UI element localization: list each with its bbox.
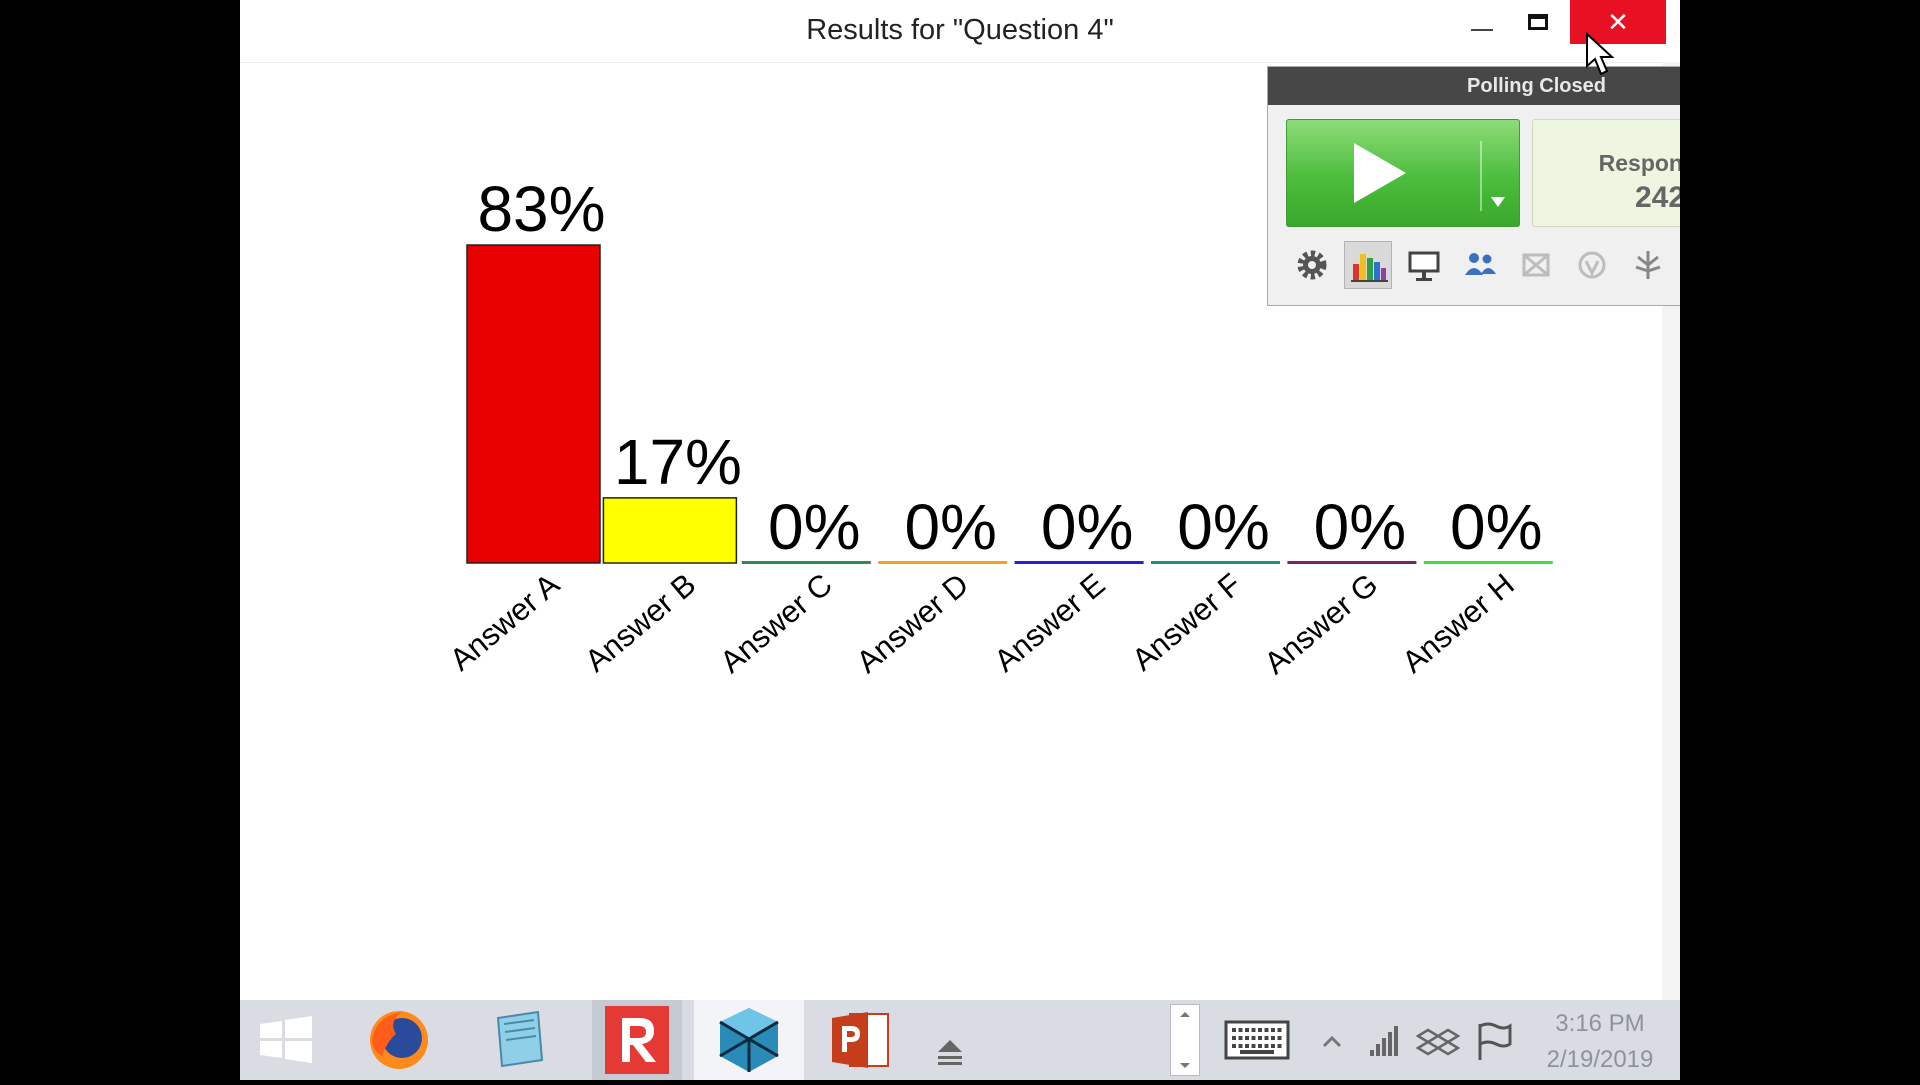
- bar-answer-f: [1151, 561, 1280, 564]
- title-bar[interactable]: Results for "Question 4" ✕: [240, 0, 1680, 63]
- notepad-icon: [496, 1010, 544, 1068]
- maximize-icon: [1528, 14, 1548, 30]
- results-bar-chart: 83%Answer A17%Answer B0%Answer C0%Answer…: [443, 173, 1553, 681]
- firefox-icon: [370, 1011, 428, 1069]
- value-label: 83%: [477, 173, 605, 245]
- powerpoint-button[interactable]: [824, 1000, 900, 1080]
- chevron-up-icon: [1322, 1035, 1342, 1048]
- stack-icon: [938, 1040, 962, 1065]
- mouse-cursor-icon: [1586, 32, 1615, 76]
- present-button[interactable]: [1400, 241, 1448, 289]
- value-label: 0%: [1177, 491, 1270, 563]
- value-label: 0%: [768, 491, 861, 563]
- category-label: Answer E: [987, 567, 1111, 679]
- bar-answer-c: [741, 561, 871, 564]
- bar-answer-g: [1287, 561, 1417, 564]
- gear-icon: [1297, 250, 1327, 280]
- start-button[interactable]: [254, 1000, 318, 1080]
- minimize-icon: [1471, 29, 1493, 31]
- clock-time: 3:16 PM: [1555, 1010, 1645, 1037]
- grid-icon: [1522, 253, 1550, 277]
- window-title: Results for "Question 4": [806, 14, 1114, 46]
- category-label: Answer B: [578, 567, 702, 679]
- dropbox-icon: [1415, 1028, 1461, 1056]
- split-divider: [1480, 141, 1482, 211]
- value-label: 0%: [1450, 491, 1543, 563]
- notepad-button[interactable]: [480, 1000, 558, 1080]
- maximize-button[interactable]: [1510, 0, 1566, 44]
- shield-button: [1568, 241, 1616, 289]
- value-label: 0%: [904, 491, 997, 563]
- bar-answer-b: [602, 497, 738, 564]
- responses-count: 242: [1634, 181, 1680, 214]
- category-label: Answer D: [850, 567, 975, 680]
- windows-start-icon: [260, 1016, 312, 1063]
- hand-icon: [1635, 251, 1661, 279]
- settings-button[interactable]: [1288, 241, 1336, 289]
- dropbox-button[interactable]: [1415, 1000, 1461, 1080]
- category-label: Answer H: [1395, 567, 1520, 680]
- category-label: Answer G: [1258, 567, 1385, 681]
- bar-answer-a: [466, 244, 601, 564]
- value-label: 17%: [614, 426, 742, 498]
- show-hidden-icons-button[interactable]: [1314, 1000, 1350, 1080]
- taskbar: 3:16 PM 2/19/2019: [240, 1000, 1680, 1080]
- tray-overflow-button[interactable]: [920, 1000, 980, 1080]
- clock-date: 2/19/2019: [1546, 1046, 1654, 1073]
- responses-label: Responses: [1598, 150, 1680, 176]
- grid-button: [1512, 241, 1560, 289]
- polling-panel: Polling Closed ✕ Responses 242: [1267, 66, 1680, 306]
- taskbar-scroll[interactable]: [1170, 1004, 1200, 1076]
- projector-icon: [1408, 251, 1440, 281]
- participants-icon: [1465, 253, 1496, 275]
- scroll-arrows-icon: [1180, 1012, 1190, 1068]
- polling-status-title: Polling Closed: [1467, 75, 1606, 97]
- action-center-button[interactable]: [1470, 1000, 1514, 1080]
- start-polling-button[interactable]: [1286, 119, 1520, 227]
- flag-icon: [1478, 1022, 1512, 1060]
- category-label: Answer F: [1125, 567, 1248, 678]
- hand-button[interactable]: [1624, 241, 1672, 289]
- polling-panel-header[interactable]: Polling Closed ✕: [1268, 67, 1680, 105]
- minimize-button[interactable]: [1454, 0, 1510, 44]
- powerpoint-icon: [832, 1012, 889, 1068]
- category-label: Answer A: [443, 566, 566, 677]
- participants-button[interactable]: [1456, 241, 1504, 289]
- virtualbox-button[interactable]: [694, 1000, 804, 1080]
- shield-icon: [1578, 251, 1606, 279]
- virtualbox-icon: [719, 1008, 779, 1072]
- play-icon: [1354, 143, 1406, 203]
- network-button[interactable]: [1364, 1000, 1404, 1080]
- touch-keyboard-button[interactable]: [1220, 1000, 1294, 1080]
- category-label: Answer C: [713, 567, 838, 680]
- reveal-app-button[interactable]: [592, 1000, 682, 1080]
- dropdown-caret-icon[interactable]: [1491, 197, 1505, 207]
- system-clock[interactable]: 3:16 PM 2/19/2019: [1530, 1006, 1670, 1078]
- value-label: 0%: [1041, 491, 1134, 563]
- results-window: Results for "Question 4" ✕ 83% Answer A 17…: [240, 0, 1680, 1000]
- bar-answer-h: [1423, 561, 1553, 564]
- show-chart-button[interactable]: [1344, 241, 1392, 289]
- bar-chart-icon: [1351, 254, 1388, 282]
- firefox-button[interactable]: [360, 1000, 438, 1080]
- signal-icon: [1370, 1026, 1398, 1056]
- value-label: 0%: [1314, 491, 1407, 563]
- keyboard-icon: [1224, 1020, 1290, 1060]
- bar-answer-d: [878, 561, 1008, 564]
- reveal-r-icon: [605, 1006, 669, 1074]
- bar-answer-e: [1014, 561, 1144, 564]
- responses-counter[interactable]: Responses 242: [1532, 119, 1680, 227]
- polling-toolbar: [1282, 237, 1680, 293]
